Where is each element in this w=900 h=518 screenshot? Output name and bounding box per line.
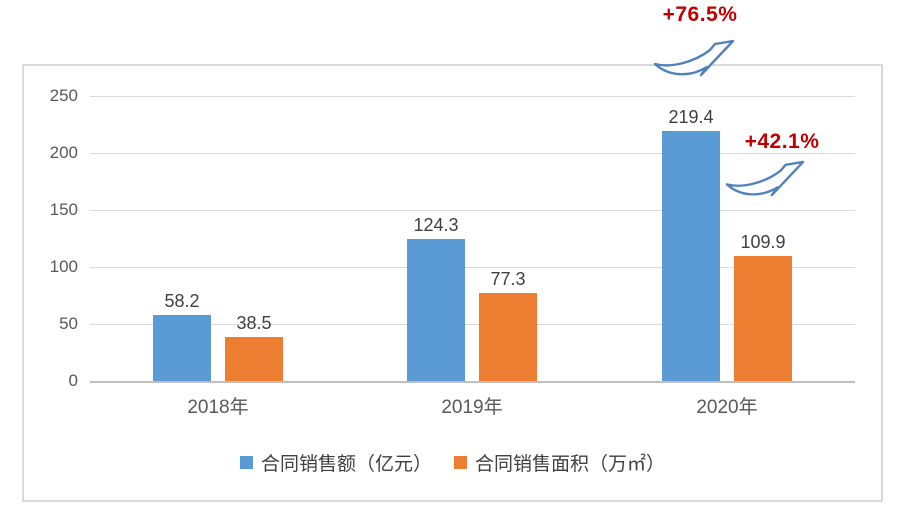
legend-item-sales: 合同销售额（亿元） [239, 449, 432, 476]
y-axis-tick-label: 200 [49, 143, 78, 162]
category-label: 2020年 [696, 397, 758, 418]
value-label: 109.9 [740, 232, 786, 252]
y-axis-tick-label: 100 [49, 257, 78, 276]
gridline [90, 267, 855, 268]
y-axis-tick-label: 50 [59, 314, 78, 333]
legend-label: 合同销售额（亿元） [260, 454, 432, 475]
y-axis-tick-label: 0 [68, 371, 78, 390]
bar-sales-2018年 [153, 315, 211, 381]
bar-area-2018年 [225, 337, 283, 381]
category-label: 2018年 [187, 397, 249, 418]
gridline [90, 210, 855, 211]
x-axis-line [90, 381, 855, 383]
legend-swatch-icon [239, 456, 253, 469]
bar-sales-2020年 [662, 131, 720, 381]
bar-area-2019年 [479, 293, 537, 381]
bar-area-2020年 [734, 256, 792, 381]
category-label: 2019年 [441, 397, 503, 418]
growth-annotation-area: +42.1% [744, 130, 820, 153]
gridline [90, 153, 855, 154]
legend: 合同销售额（亿元） 合同销售面积（万㎡） [24, 449, 881, 476]
legend-swatch-icon [454, 456, 467, 469]
legend-label: 合同销售面积（万㎡） [475, 454, 666, 475]
chart-area: 合同销售额（亿元） 合同销售面积（万㎡） 0 50 100 150 200 250 58.2 1… [22, 64, 883, 502]
growth-arrow-icon [725, 160, 805, 197]
bar-sales-2019年 [407, 239, 465, 381]
value-label: 77.3 [490, 269, 526, 289]
value-label: 219.4 [668, 107, 714, 127]
gridline [90, 96, 855, 97]
value-label: 58.2 [164, 291, 200, 311]
y-axis-tick-label: 150 [49, 200, 78, 219]
gridline [90, 324, 855, 325]
growth-annotation-sales: +76.5% [662, 3, 738, 26]
y-axis-tick-label: 250 [49, 86, 78, 105]
value-label: 124.3 [413, 215, 459, 235]
growth-arrow-icon [653, 39, 735, 77]
value-label: 38.5 [236, 313, 272, 333]
legend-item-area: 合同销售面积（万㎡） [454, 449, 665, 476]
